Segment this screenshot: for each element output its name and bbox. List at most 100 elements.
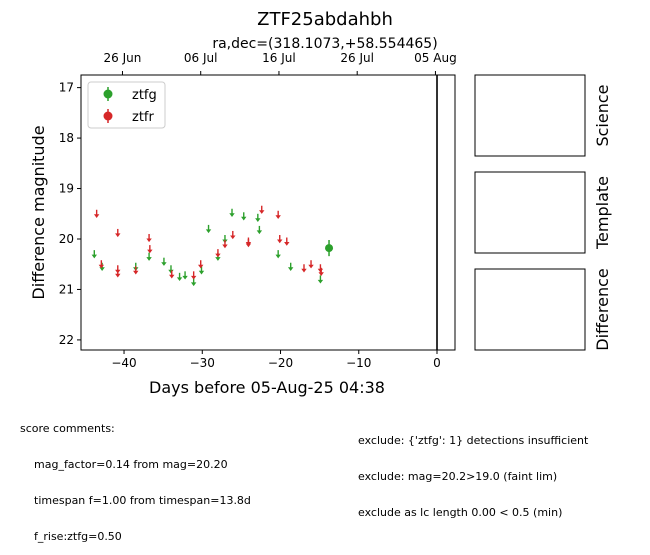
upper-limit-marker — [275, 210, 281, 219]
upper-limit-arrow — [182, 275, 188, 280]
difference-label: Difference — [593, 268, 612, 350]
exclude-comment-line: exclude: mag=20.2>19.0 (faint lim) — [358, 470, 558, 483]
upper-limit-arrow — [215, 257, 221, 261]
score-comments-header: score comments: — [20, 422, 115, 435]
upper-limit-arrow — [99, 267, 105, 271]
top-date-tick-label: 05 Aug — [414, 51, 457, 65]
exclude-comment-line: exclude as lc length 0.00 < 0.5 (min) — [358, 506, 563, 519]
y-tick-label: 18 — [59, 131, 74, 145]
upper-limit-marker — [133, 266, 139, 275]
science-label: Science — [593, 84, 612, 146]
upper-limit-arrow — [215, 253, 221, 258]
upper-limit-arrow — [198, 270, 205, 275]
x-tick-label: −40 — [111, 356, 136, 370]
upper-limit-marker — [256, 225, 263, 235]
upper-limit-arrow — [93, 214, 100, 218]
upper-limit-arrow — [98, 264, 105, 269]
score-comment-line: mag_factor=0.14 from mag=20.20 — [34, 458, 228, 471]
upper-limit-marker — [98, 260, 105, 269]
template-cutout — [474, 171, 586, 254]
exclude-comment-line: exclude: {'ztfg': 1} detections insuffic… — [358, 434, 589, 447]
upper-limit-marker — [93, 209, 100, 218]
upper-limit-marker — [259, 205, 265, 214]
upper-limit-marker — [230, 230, 236, 240]
upper-limit-marker — [241, 212, 247, 221]
legend: ztfg ztfr — [87, 81, 166, 129]
upper-limit-arrow — [287, 267, 294, 271]
template-label: Template — [593, 176, 612, 250]
plot-area: −40 −30 −20 −10 0 26 Jun 06 Jul 16 Jul 26 Jul 05 … — [59, 51, 457, 370]
top-date-tick-label: 16 Jul — [262, 51, 296, 65]
y-tick-label: 17 — [59, 81, 74, 95]
upper-limit-arrow — [259, 210, 265, 214]
lightcurve-figure: ZTF25abdahbh ra,dec=(318.1073,+58.554465… — [29, 9, 612, 397]
upper-limit-arrow — [275, 254, 281, 259]
exclude-comments: exclude: {'ztfg': 1} detections insuffic… — [358, 411, 588, 531]
top-date-tick-label: 26 Jul — [340, 51, 374, 65]
upper-limit-marker — [147, 245, 153, 254]
upper-limit-arrow — [275, 215, 281, 219]
upper-limit-arrow — [301, 268, 307, 273]
upper-limit-marker — [115, 228, 121, 238]
upper-limit-marker — [229, 208, 235, 217]
upper-limit-marker — [215, 249, 221, 258]
chart-title: ZTF25abdahbh — [257, 9, 393, 30]
upper-limit-arrow — [146, 257, 152, 261]
upper-limit-arrow — [230, 235, 236, 240]
upper-limit-marker — [277, 234, 283, 244]
legend-marker — [103, 89, 113, 99]
upper-limit-arrow — [91, 254, 98, 259]
upper-limit-arrow — [229, 213, 235, 217]
plot-frame — [80, 74, 456, 351]
upper-limit-marker — [287, 262, 294, 271]
upper-limit-arrow — [277, 239, 283, 244]
upper-limit-marker — [255, 213, 261, 222]
upper-limit-marker — [275, 250, 281, 259]
upper-limit-marker — [146, 252, 152, 261]
upper-limit-marker — [190, 271, 197, 280]
upper-limit-marker — [284, 237, 290, 246]
x-tick-label: 0 — [433, 356, 441, 370]
upper-limit-arrow — [146, 238, 152, 243]
upper-limit-marker — [169, 270, 175, 279]
upper-limit-arrow — [198, 264, 204, 269]
upper-limit-arrow — [256, 230, 263, 235]
upper-limit-arrow — [255, 218, 261, 222]
upper-limit-arrow — [115, 273, 121, 278]
upper-limit-arrow — [245, 243, 252, 248]
y-tick-label: 21 — [59, 282, 74, 296]
upper-limit-marker — [198, 266, 205, 275]
score-comment-line: timespan f=1.00 from timespan=13.8d — [34, 494, 251, 507]
upper-limit-arrow — [318, 272, 324, 276]
upper-limit-arrow — [308, 264, 314, 269]
legend-entry-ztfr: ztfr — [103, 109, 154, 125]
chart-subtitle: ra,dec=(318.1073,+58.554465) — [212, 36, 437, 52]
y-axis-label: Difference magnitude — [29, 125, 48, 299]
upper-limit-marker — [205, 224, 212, 234]
upper-limit-arrow — [241, 216, 247, 221]
upper-limit-arrow — [161, 262, 167, 266]
legend-label: ztfr — [132, 110, 154, 125]
y-tick-label: 22 — [59, 333, 74, 347]
upper-limit-marker — [161, 257, 167, 266]
detection-point — [325, 244, 334, 253]
upper-limit-arrow — [190, 275, 197, 280]
upper-limit-arrow — [317, 268, 324, 273]
legend-entry-ztfg: ztfg — [103, 87, 157, 103]
legend-marker — [103, 111, 113, 121]
upper-limit-arrow — [190, 282, 197, 287]
score-comment-line: f_rise:ztfg=0.50 — [34, 530, 122, 543]
upper-limit-arrow — [168, 269, 174, 274]
upper-limit-marker — [245, 239, 252, 248]
upper-limit-marker — [182, 271, 188, 280]
upper-limit-arrow — [222, 244, 228, 249]
upper-limit-marker — [198, 260, 204, 269]
top-date-tick-label: 26 Jun — [104, 51, 142, 65]
score-comments: score comments: mag_factor=0.14 from mag… — [20, 399, 251, 555]
upper-limit-arrow — [176, 277, 183, 282]
upper-limit-marker — [318, 267, 324, 276]
x-tick-label: −10 — [346, 356, 371, 370]
upper-limit-arrow — [205, 229, 212, 234]
cutout-panels: Science Template Difference — [474, 74, 612, 351]
science-cutout — [474, 74, 586, 157]
